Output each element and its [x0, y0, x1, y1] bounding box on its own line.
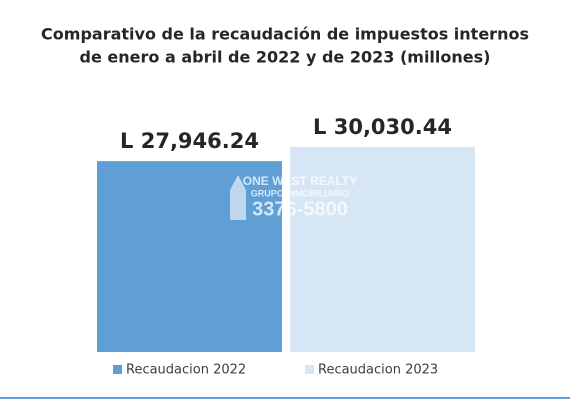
bar: [290, 146, 475, 352]
bar: [97, 161, 282, 352]
watermark-icon: [230, 175, 246, 220]
chart-title: de enero a abril de 2022 y de 2023 (mill…: [80, 48, 491, 67]
watermark: ONE WEST REALTY GRUPO INMOBILIARIO 3376-…: [230, 174, 357, 220]
chart-title: Comparativo de la recaudación de impuest…: [41, 25, 529, 44]
watermark-text: 3376-5800: [252, 198, 348, 220]
legend-swatch: [305, 365, 314, 374]
legend-swatch: [113, 365, 122, 374]
data-label: L 27,946.24: [120, 129, 259, 153]
legend-label: Recaudacion 2022: [126, 363, 246, 378]
watermark-text: GRUPO INMOBILIARIO: [251, 188, 350, 198]
legend-label: Recaudacion 2023: [318, 363, 438, 378]
watermark-text: ONE WEST REALTY: [243, 174, 357, 188]
data-label: L 30,030.44: [313, 115, 452, 139]
